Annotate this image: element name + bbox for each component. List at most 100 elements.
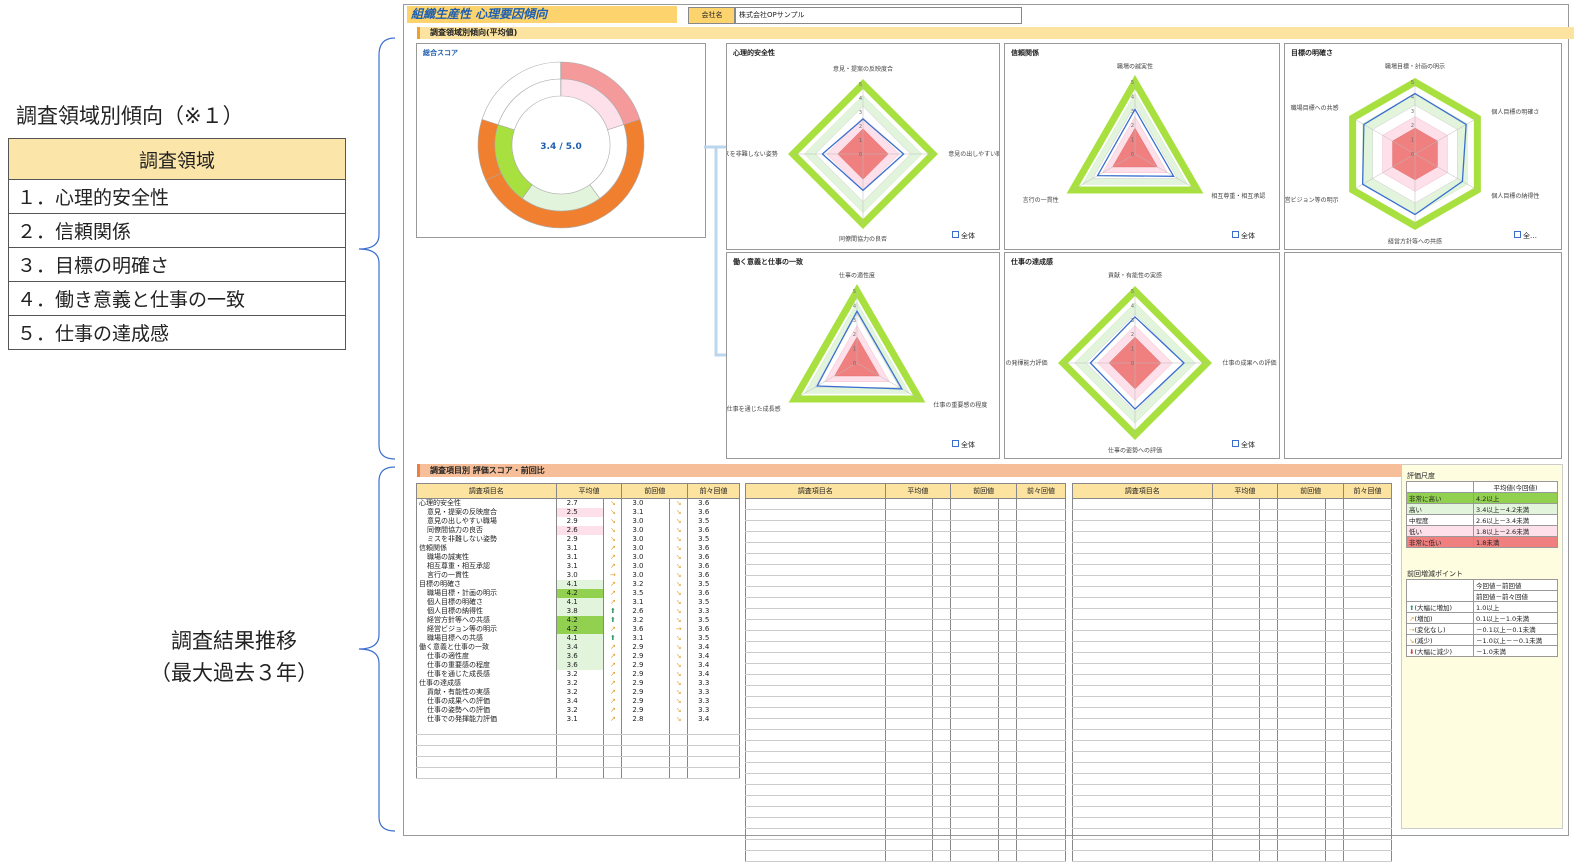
empty-cell	[1016, 575, 1066, 587]
empty-cell	[1211, 586, 1261, 598]
table-row-blank	[745, 597, 1066, 609]
score-table: 調査項目名 平均値 前回値 前々回値 心理的安全性 2.7 ↘ 3.0 ↘ 3.6 意見・提…	[416, 483, 740, 779]
radar-panel-work-meaning: 働く意義と仕事の一致 5 4 3 2 1 0 仕事の適性度 仕事の重要感の程度 仕事を通じた成長…	[726, 252, 1000, 459]
empty-cell	[1259, 839, 1279, 851]
table-row-blank	[1072, 696, 1392, 708]
trend-arrow-icon: ↘	[603, 517, 623, 526]
col-header-avg: 平均値	[1211, 483, 1279, 499]
empty-cell	[932, 575, 952, 587]
empty-cell	[1325, 751, 1345, 763]
trend-arrow-icon: ↘	[669, 498, 689, 508]
empty-cell	[1259, 740, 1279, 752]
prev-value: 3.0	[621, 535, 671, 544]
empty-cell	[884, 839, 934, 851]
trend-arrow-icon: ↘	[669, 706, 689, 715]
prev2-value: 3.3	[687, 697, 740, 706]
empty-cell	[932, 564, 952, 576]
empty-cell	[998, 553, 1018, 565]
table-row-blank	[1072, 729, 1392, 741]
empty-cell	[1072, 652, 1213, 664]
empty-cell	[932, 553, 952, 565]
item-name: 相互尊重・相互承認	[416, 562, 557, 571]
empty-cell	[1277, 718, 1327, 730]
prev2-value: 3.3	[687, 706, 740, 715]
trend-arrow-icon: ↘	[669, 679, 689, 688]
radar-chart: 5 4 3 2 1 0 意見・提案の反映度合意見の出しやすい職場同僚間協力の良否 ミスを非難し…	[727, 65, 999, 243]
trend-label-line2: （最大過去３年）	[150, 661, 318, 685]
empty-cell	[1277, 498, 1327, 510]
empty-cell	[884, 795, 934, 807]
empty-cell	[745, 641, 886, 653]
item-name: 職場目標への共感	[416, 634, 557, 643]
table-row: 仕事の成果への評価 3.4 ↗ 2.9 ↘ 3.3	[416, 697, 740, 706]
trend-arrow-icon: →	[669, 625, 689, 634]
trend-arrow-icon: ↗	[603, 715, 623, 724]
empty-cell	[1016, 839, 1066, 851]
empty-cell	[1072, 575, 1213, 587]
empty-cell	[1343, 553, 1392, 565]
empty-cell	[745, 564, 886, 576]
radar-tick-label: 5	[1411, 80, 1414, 86]
empty-cell	[1277, 674, 1327, 686]
empty-cell	[1325, 542, 1345, 554]
company-field[interactable]: 株式会社OPサンプル	[734, 7, 1022, 24]
empty-cell	[1343, 674, 1392, 686]
radar-tick-label: 3	[1131, 109, 1134, 115]
scale-level-range: 1.8未満	[1473, 536, 1558, 548]
radar-axis-label: 仕事の姿勢への評価	[1108, 447, 1162, 455]
table-row-blank	[745, 850, 1066, 862]
avg-value: 2.9	[555, 517, 605, 526]
empty-cell	[1016, 696, 1066, 708]
empty-cell	[1343, 608, 1392, 620]
empty-cell	[745, 608, 886, 620]
radar-spoke	[856, 362, 920, 400]
empty-cell	[1325, 707, 1345, 719]
empty-cell	[1277, 652, 1327, 664]
change-header-1: 今回値－前回値	[1473, 579, 1558, 591]
empty-cell	[998, 784, 1018, 796]
radar-spoke	[1414, 117, 1478, 155]
empty-cell	[1325, 685, 1345, 697]
change-arrow-icon: ↘	[1409, 637, 1415, 645]
empty-cell	[950, 509, 1000, 521]
table-row-blank	[745, 795, 1066, 807]
bottom-brace-icon	[358, 466, 396, 832]
empty-cell	[884, 531, 934, 543]
trend-arrow-icon: ↗	[603, 553, 623, 562]
empty-cell	[1016, 850, 1066, 862]
empty-cell	[1325, 850, 1345, 862]
radar-axis-label: 個人目標の納得性	[1491, 192, 1539, 200]
empty-cell	[884, 553, 934, 565]
prev-value: 2.9	[621, 706, 671, 715]
empty-cell	[745, 740, 886, 752]
radar-tick-label: 0	[1131, 361, 1134, 367]
empty-cell	[932, 718, 952, 730]
empty-cell	[669, 756, 689, 768]
item-name: 経営ビジョン等の明示	[416, 625, 557, 634]
radar-legend: 全体	[1232, 231, 1255, 241]
change-level: ⬇(大幅に減少)	[1406, 645, 1474, 657]
table-row-blank	[1072, 663, 1392, 675]
empty-cell	[1343, 652, 1392, 664]
page-title: 組織生産性 心理要因傾向	[407, 6, 677, 23]
empty-cell	[416, 756, 557, 768]
empty-cell	[884, 707, 934, 719]
empty-cell	[1072, 520, 1213, 532]
empty-cell	[932, 762, 952, 774]
empty-cell	[603, 767, 623, 779]
change-row: →(変化なし) －0.1以上－0.1未満	[1406, 623, 1558, 635]
radar-axis-label: 仕事での発揮能力評価	[1005, 359, 1047, 367]
empty-cell	[1211, 751, 1261, 763]
avg-value: 2.6	[555, 526, 605, 535]
prev-value: 3.0	[621, 571, 671, 580]
empty-cell	[1072, 795, 1213, 807]
col-header-prev: 前回値	[950, 483, 1018, 499]
table-row-blank	[1072, 652, 1392, 664]
overall-score-title: 総合スコア	[423, 49, 458, 57]
empty-cell	[669, 767, 689, 779]
empty-cell	[1325, 531, 1345, 543]
radar-spoke	[1414, 153, 1478, 191]
empty-cell	[998, 498, 1018, 510]
prev-value: 3.5	[621, 589, 671, 598]
empty-cell	[932, 850, 952, 862]
